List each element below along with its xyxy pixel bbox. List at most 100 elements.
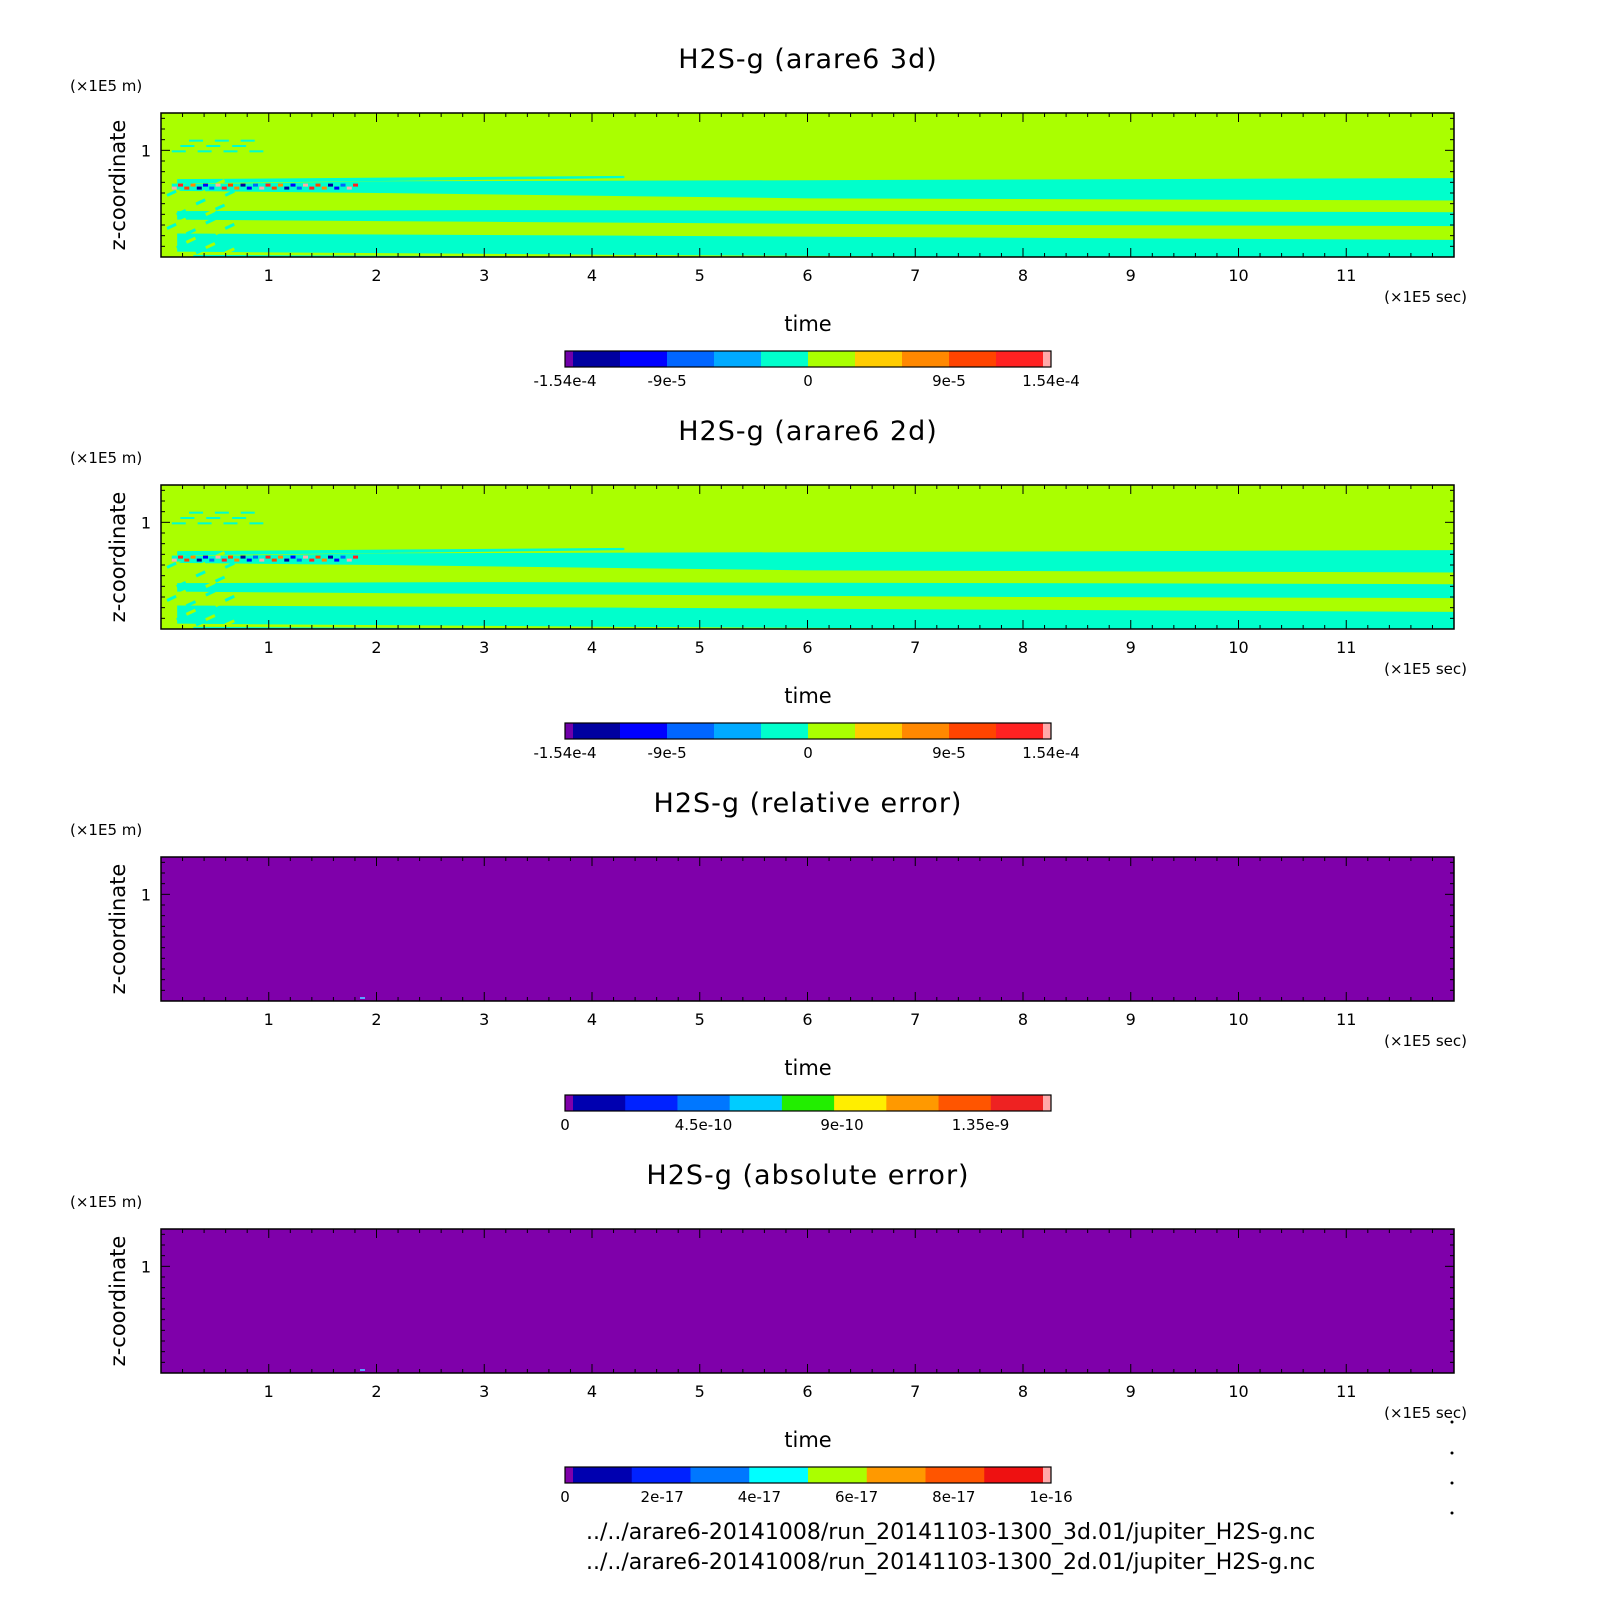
heatmap-cell: [184, 186, 190, 190]
colorbar-swatch: [781, 1095, 835, 1111]
colorbar-swatch: [667, 723, 715, 739]
heatmap-band: [177, 547, 625, 556]
heatmap-cell: [166, 594, 177, 602]
colorbar-swatch: [690, 1467, 750, 1483]
colorbar-swatch: [573, 351, 621, 367]
x-tick-label: 3: [479, 1382, 489, 1401]
y-axis-label: z-coordinate: [106, 120, 130, 251]
heatmap-cell: [214, 203, 226, 211]
heatmap-cell: [228, 183, 234, 187]
x-tick-label: 2: [371, 1010, 381, 1029]
heatmap-cell: [185, 228, 197, 236]
colorbar-tick-label: 2e-17: [641, 1488, 684, 1506]
colorbar-tick-label: 0: [560, 1488, 570, 1506]
margin-dot: [1450, 1511, 1454, 1515]
colorbar-swatch: [729, 1095, 783, 1111]
file-path-2d: ../../arare6-20141008/run_20141103-1300_…: [586, 1550, 1316, 1575]
x-axis-label: time: [784, 1428, 831, 1452]
x-tick-label: 11: [1336, 1382, 1356, 1401]
colorbar-tick-label: 1.54e-4: [1022, 372, 1080, 390]
heatmap-cell: [195, 222, 206, 230]
y-unit-label: (×1E5 m): [70, 821, 142, 839]
colorbar: 0 2e-17 4e-17 6e-17 8e-17 1e-16: [560, 1466, 1073, 1506]
heatmap-cell: [195, 247, 206, 255]
x-unit-label: (×1E5 sec): [1384, 660, 1467, 678]
x-tick-label: 7: [910, 638, 920, 657]
heatmap-cell: [296, 558, 302, 562]
heatmap-cell: [203, 555, 209, 559]
heatmap-cell: [224, 198, 235, 206]
heatmap-cell: [259, 558, 265, 562]
heatmap-cell: [214, 228, 226, 236]
x-tick-label: 5: [695, 1382, 705, 1401]
heatmap-cell: [166, 561, 177, 569]
heatmap-field: [161, 113, 1455, 257]
colorbar-frame: [564, 722, 1052, 740]
heatmap-cell: [185, 600, 197, 608]
heatmap-cell: [278, 183, 284, 187]
y-unit-label: (×1E5 m): [70, 77, 142, 95]
x-tick-label: 8: [1018, 638, 1028, 657]
heatmap-cell: [195, 594, 206, 602]
heatmap-cell: [309, 186, 315, 190]
heatmap-cell: [176, 614, 187, 622]
colorbar-swatch: [625, 1095, 678, 1111]
colorbar-swatch: [855, 723, 903, 739]
heatmap-cell: [223, 522, 238, 525]
heatmap-cell: [195, 619, 206, 627]
heatmap-cell: [189, 511, 204, 514]
heatmap-cell: [240, 511, 255, 514]
x-tick-label: 8: [1018, 1382, 1028, 1401]
heatmap-cell: [189, 139, 204, 142]
colorbar-swatch: [1043, 1467, 1052, 1483]
x-tick-label: 8: [1018, 266, 1028, 285]
heatmap-cell: [176, 242, 187, 250]
heatmap-cell: [224, 594, 235, 602]
y-axis-label: z-coordinate: [106, 864, 130, 995]
heatmap-band: [177, 550, 1455, 573]
heatmap-cell: [221, 558, 227, 562]
x-tick-label: 8: [1018, 1010, 1028, 1029]
heatmap-cell: [240, 555, 246, 559]
heatmap-cell: [328, 183, 334, 187]
heatmap-cell: [265, 555, 271, 559]
x-tick-label: 6: [802, 638, 812, 657]
colorbar-swatch: [996, 351, 1044, 367]
heatmap-cell: [353, 183, 359, 187]
heatmap-cell: [214, 600, 226, 608]
x-tick-label: 10: [1228, 1382, 1248, 1401]
x-tick-label: 6: [802, 266, 812, 285]
colorbar-swatch: [573, 723, 621, 739]
heatmap-cell: [249, 522, 264, 525]
heatmap-cell: [180, 145, 195, 147]
x-tick-label: 6: [802, 1010, 812, 1029]
colorbar-tick-label: 9e-10: [820, 1116, 863, 1134]
heatmap-cell: [223, 150, 238, 153]
colorbar-swatch: [866, 1467, 926, 1483]
heatmap-cell: [195, 570, 206, 578]
margin-dot: [1450, 1481, 1454, 1485]
colorbar-swatch: [996, 723, 1044, 739]
heatmap-cell: [360, 1369, 365, 1371]
heatmap-cell: [196, 558, 202, 562]
x-tick-label: 4: [587, 638, 597, 657]
heatmap-cell: [171, 150, 186, 153]
x-axis-label: time: [784, 684, 831, 708]
y-unit-label: (×1E5 m): [70, 449, 142, 467]
heatmap-cell: [234, 558, 240, 562]
colorbar-swatch: [620, 351, 668, 367]
heatmap-cell: [224, 561, 235, 569]
heatmap-cell: [360, 997, 365, 999]
colorbar-swatch: [761, 351, 809, 367]
y-tick-label: 1: [141, 513, 151, 532]
x-tick-label: 3: [479, 638, 489, 657]
colorbar-swatch: [565, 351, 574, 367]
x-axis-label: time: [784, 312, 831, 336]
heatmap-cell: [214, 511, 229, 514]
x-tick-label: 4: [587, 266, 597, 285]
colorbar-swatch: [808, 723, 856, 739]
heatmap-cell: [246, 558, 252, 562]
heatmap-cell: [303, 183, 309, 187]
colorbar-swatch: [620, 723, 668, 739]
heatmap-field: [161, 857, 1454, 1001]
